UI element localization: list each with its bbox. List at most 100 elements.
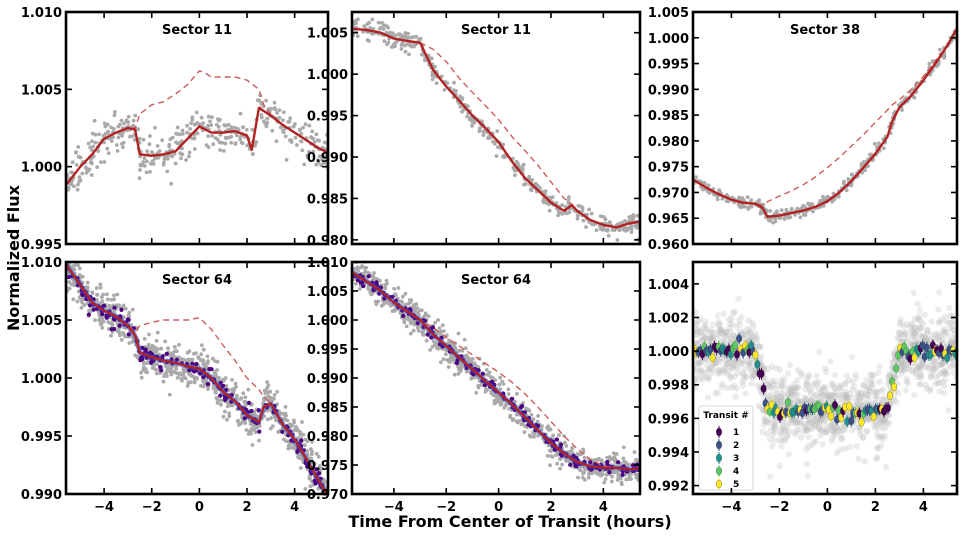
raw-point [837, 431, 844, 439]
raw-point [281, 130, 286, 135]
raw-point [456, 372, 461, 376]
raw-point [76, 154, 81, 159]
raw-point [163, 339, 168, 344]
raw-point [416, 310, 420, 315]
raw-point [797, 418, 804, 425]
raw-point [278, 125, 283, 130]
raw-point [303, 122, 308, 127]
raw-point [704, 356, 711, 363]
raw-point [298, 128, 302, 132]
raw-point [527, 408, 532, 413]
raw-point [137, 136, 142, 141]
raw-point [556, 209, 561, 214]
raw-point [898, 370, 905, 378]
raw-point [879, 425, 887, 432]
raw-point [403, 31, 408, 35]
raw-point [736, 321, 743, 328]
raw-point [949, 338, 957, 345]
raw-point [250, 152, 255, 156]
raw-point [441, 357, 446, 362]
raw-point [80, 300, 85, 305]
raw-point [416, 328, 421, 333]
raw-point [766, 419, 774, 427]
raw-point [314, 451, 319, 456]
raw-point [740, 331, 747, 338]
raw-point [945, 340, 952, 347]
raw-point [829, 392, 836, 399]
raw-point [309, 135, 313, 139]
raw-point [196, 355, 201, 360]
raw-point [239, 396, 244, 401]
raw-point [440, 323, 445, 328]
raw-point [886, 420, 893, 427]
raw-point [371, 274, 376, 279]
raw-point [801, 420, 809, 427]
raw-point [736, 317, 743, 324]
raw-point [699, 374, 706, 381]
raw-point [707, 335, 715, 342]
model-line [66, 106, 328, 186]
raw-point [439, 74, 444, 79]
raw-point [911, 391, 918, 399]
raw-point [730, 358, 737, 365]
raw-point [950, 326, 957, 333]
raw-point [907, 340, 914, 347]
raw-point [739, 329, 746, 337]
raw-point [761, 417, 768, 424]
raw-point [795, 427, 802, 434]
raw-point [95, 292, 100, 297]
raw-point [321, 479, 326, 483]
raw-point [415, 325, 420, 330]
raw-point [307, 149, 311, 154]
raw-point [850, 172, 854, 177]
raw-point [926, 365, 933, 372]
raw-point [866, 384, 874, 392]
raw-point [853, 400, 861, 408]
y-tick-label: 1.000 [307, 68, 348, 83]
raw-point [185, 358, 190, 363]
raw-point [768, 363, 776, 370]
raw-point [697, 366, 705, 374]
raw-point [809, 381, 817, 389]
raw-point [481, 133, 486, 138]
raw-point [728, 384, 736, 391]
raw-point [788, 388, 795, 396]
raw-point [696, 367, 704, 374]
raw-point [227, 414, 232, 419]
raw-point [726, 320, 734, 328]
raw-point [396, 286, 401, 290]
raw-point [243, 421, 248, 425]
raw-point [253, 430, 258, 435]
raw-point [173, 370, 178, 375]
raw-point [256, 98, 260, 103]
raw-point [229, 125, 234, 129]
raw-point [152, 363, 156, 367]
raw-point [834, 387, 841, 394]
raw-point [923, 335, 930, 343]
raw-point [206, 359, 211, 363]
raw-point [734, 364, 741, 372]
raw-point [496, 145, 500, 150]
raw-point [930, 356, 937, 364]
raw-point [307, 123, 312, 128]
raw-point [76, 145, 81, 149]
raw-point [904, 362, 911, 369]
raw-point [602, 480, 607, 485]
raw-point [815, 425, 822, 432]
raw-point [92, 118, 97, 123]
raw-point [438, 360, 443, 365]
raw-point [599, 459, 604, 464]
raw-point [584, 225, 588, 229]
raw-point [170, 154, 175, 159]
raw-point [581, 471, 585, 476]
raw-point [697, 329, 704, 336]
raw-point [844, 188, 849, 193]
raw-point [841, 381, 848, 388]
raw-point [729, 365, 737, 372]
raw-point [880, 417, 888, 424]
raw-point [214, 374, 219, 379]
raw-point [199, 352, 204, 357]
raw-point [933, 373, 940, 380]
raw-point [707, 334, 714, 341]
y-tick-label: 0.980 [307, 430, 348, 445]
